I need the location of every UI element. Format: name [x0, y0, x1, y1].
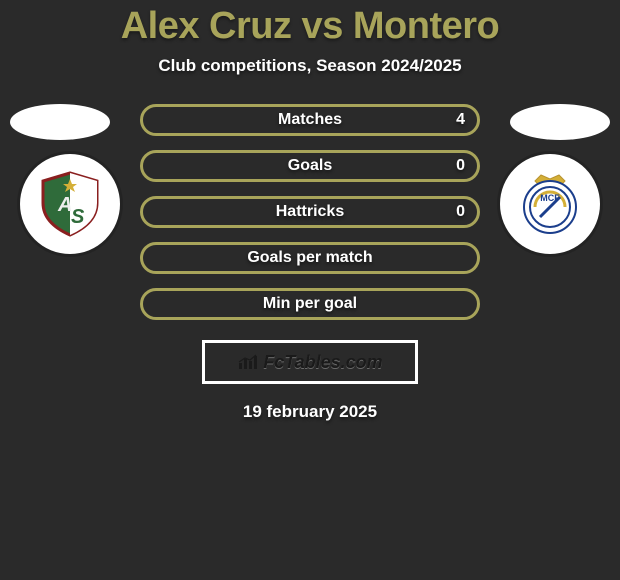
stat-value-right: 0 [456, 157, 465, 175]
stat-row-goals: Goals 0 [140, 150, 480, 182]
stat-row-matches: Matches 4 [140, 104, 480, 136]
stat-label: Matches [278, 111, 342, 129]
stat-label: Hattricks [276, 203, 344, 221]
stats-section: A S MCF Matches 4 Goals 0 Hattricks 0 [0, 104, 620, 334]
brand-text: FcTables.com [263, 352, 382, 373]
stat-value-right: 0 [456, 203, 465, 221]
svg-text:S: S [71, 206, 85, 228]
brand-badge: FcTables.com [202, 340, 418, 384]
player-left-placeholder [10, 104, 110, 140]
stat-row-hattricks: Hattricks 0 [140, 196, 480, 228]
page-title: Alex Cruz vs Montero [121, 5, 500, 48]
club-crest-right: MCF [500, 154, 600, 254]
stat-row-gpm: Goals per match [140, 242, 480, 274]
player-right-placeholder [510, 104, 610, 140]
bars-icon [237, 353, 259, 371]
stat-label: Goals per match [247, 249, 372, 267]
stat-label: Min per goal [263, 295, 357, 313]
stat-row-mpg: Min per goal [140, 288, 480, 320]
date-text: 19 february 2025 [243, 402, 377, 422]
crown-crest-icon: MCF [515, 169, 585, 239]
stat-value-right: 4 [456, 111, 465, 129]
club-crest-left: A S [20, 154, 120, 254]
stat-label: Goals [288, 157, 332, 175]
subtitle: Club competitions, Season 2024/2025 [158, 56, 461, 76]
shield-icon: A S [35, 169, 105, 239]
